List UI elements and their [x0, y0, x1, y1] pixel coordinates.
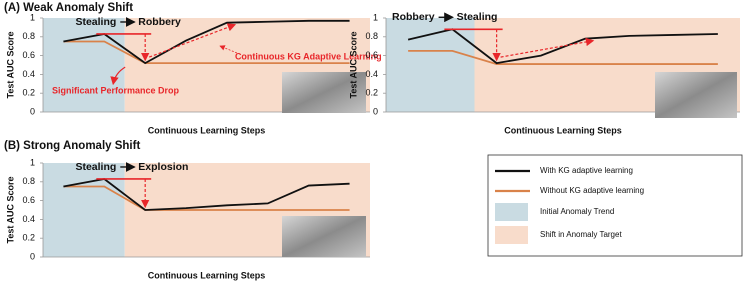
y-tick-label: 1	[373, 12, 378, 22]
region-initial	[43, 18, 125, 112]
section-title: (B) Strong Anomaly Shift	[4, 140, 140, 152]
y-tick-label: 0.4	[22, 69, 35, 79]
photo	[282, 72, 366, 113]
legend-swatch	[495, 203, 528, 221]
legend-label: Shift in Anomaly Target	[540, 230, 622, 239]
y-tick-label: 0	[373, 106, 378, 116]
legend-label: Initial Anomaly Trend	[540, 207, 614, 216]
x-axis-label: Continuous Learning Steps	[148, 125, 266, 135]
y-tick-label: 0.6	[22, 50, 35, 60]
shift-to: Explosion	[138, 161, 188, 173]
legend: With KG adaptive learning Without KG adap…	[487, 154, 743, 257]
series-line	[63, 178, 350, 211]
y-tick-label: 1	[30, 157, 35, 167]
annotation-arrow	[219, 45, 238, 54]
legend-frame	[487, 154, 743, 257]
y-axis-label: Test AUC Score	[5, 176, 15, 243]
section-title: (A) Weak Anomaly Shift	[4, 2, 133, 14]
y-tick-label: 0.8	[22, 31, 35, 41]
shift-from: Stealing	[75, 16, 116, 28]
shift-to: Robbery	[138, 16, 181, 28]
learning-arrow	[148, 23, 237, 58]
y-tick-label: 0.2	[365, 88, 378, 98]
learning-arrow	[500, 37, 595, 58]
y-tick-label: 0.2	[22, 233, 35, 243]
y-tick-label: 0	[30, 251, 35, 261]
y-tick-label: 0.2	[22, 88, 35, 98]
legend-label: Without KG adaptive learning	[540, 186, 644, 195]
annotation-arrow	[110, 66, 126, 86]
x-axis-label: Continuous Learning Steps	[148, 270, 266, 280]
shift-from: Robbery	[392, 11, 435, 23]
photo	[655, 72, 737, 118]
y-tick-label: 0.4	[22, 214, 35, 224]
y-tick-label: 0.4	[365, 69, 378, 79]
y-tick-label: 1	[30, 12, 35, 22]
y-tick-label: 0	[30, 106, 35, 116]
series-line	[63, 185, 350, 211]
series-line	[407, 28, 718, 65]
legend-swatch	[495, 226, 528, 244]
legend-label: With KG adaptive learning	[540, 166, 633, 175]
series-line	[63, 40, 350, 65]
photo	[282, 216, 366, 257]
region-initial	[386, 18, 475, 112]
series-line	[63, 19, 350, 65]
y-axis-label: Test AUC Score	[5, 31, 15, 98]
annotation: Significant Performance Drop	[52, 85, 180, 95]
shift-to: Stealing	[457, 11, 498, 23]
y-axis-label: Test AUC Score	[348, 31, 358, 98]
region-initial	[43, 163, 125, 257]
y-tick-label: 0.6	[365, 50, 378, 60]
y-tick-label: 0.6	[22, 195, 35, 205]
shift-from: Stealing	[75, 161, 116, 173]
series-line	[408, 50, 718, 65]
annotation: Continuous KG Adaptive Learning	[235, 51, 382, 61]
x-axis-label: Continuous Learning Steps	[504, 125, 622, 135]
y-tick-label: 0.8	[365, 31, 378, 41]
y-tick-label: 0.8	[22, 176, 35, 186]
